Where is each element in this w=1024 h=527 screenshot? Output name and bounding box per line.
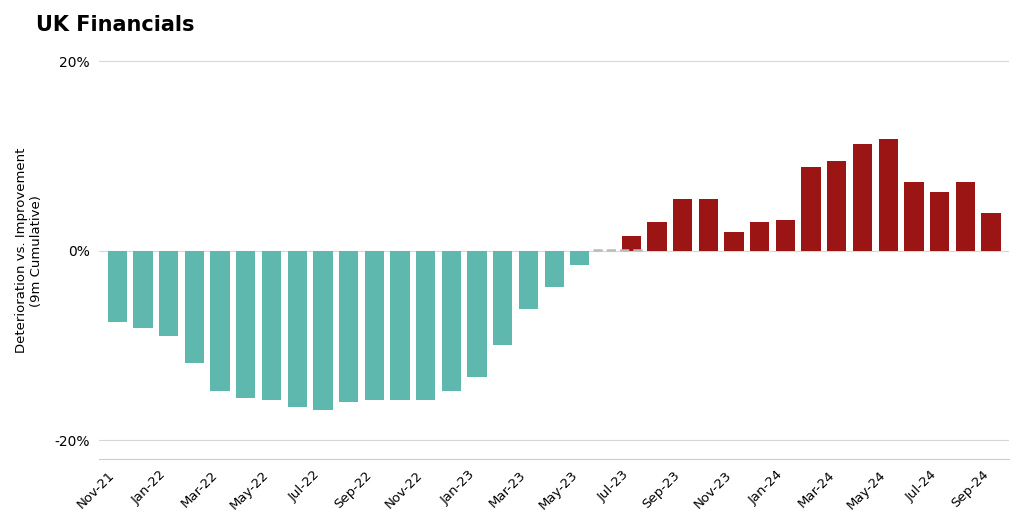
Bar <box>879 139 898 251</box>
Text: UK Financials: UK Financials <box>36 15 195 35</box>
Bar <box>211 251 229 391</box>
Bar <box>776 220 795 251</box>
Bar <box>751 222 769 251</box>
Bar <box>570 251 590 265</box>
Bar <box>133 251 153 328</box>
Bar <box>622 237 641 251</box>
Bar <box>441 251 461 391</box>
Bar <box>981 213 1000 251</box>
Bar <box>288 251 307 407</box>
Bar <box>467 251 486 377</box>
Bar <box>339 251 358 402</box>
Bar <box>802 167 821 251</box>
Bar <box>827 161 847 251</box>
Bar <box>159 251 178 336</box>
Bar <box>698 199 718 251</box>
Bar <box>930 192 949 251</box>
Bar <box>724 232 743 251</box>
Bar <box>313 251 333 410</box>
Bar <box>519 251 538 309</box>
Bar <box>545 251 564 287</box>
Bar <box>955 182 975 251</box>
Bar <box>647 222 667 251</box>
Bar <box>673 199 692 251</box>
Bar <box>390 251 410 401</box>
Bar <box>416 251 435 401</box>
Bar <box>904 182 924 251</box>
Y-axis label: Deterioration vs. Improvement
(9m Cumulative): Deterioration vs. Improvement (9m Cumula… <box>15 148 43 353</box>
Bar <box>262 251 282 401</box>
Bar <box>853 144 872 251</box>
Bar <box>108 251 127 322</box>
Bar <box>365 251 384 401</box>
Bar <box>237 251 255 397</box>
Bar <box>184 251 204 363</box>
Bar <box>494 251 512 346</box>
